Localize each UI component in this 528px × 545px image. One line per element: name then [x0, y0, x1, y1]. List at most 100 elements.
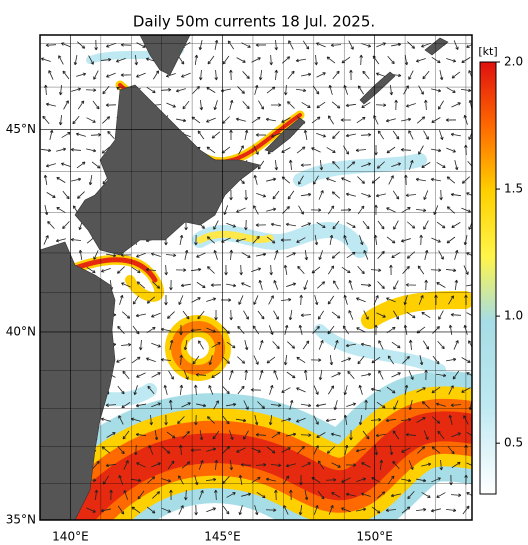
arrow: [167, 460, 175, 470]
arrow: [466, 492, 472, 497]
arrow: [175, 268, 187, 272]
arrow: [401, 207, 411, 213]
arrow: [357, 266, 365, 275]
arrow: [296, 417, 306, 423]
arrow: [287, 190, 295, 200]
arrow: [254, 415, 259, 426]
arrow: [415, 58, 426, 63]
arrow: [348, 310, 354, 320]
arrow: [120, 73, 132, 77]
arrow: [146, 86, 156, 94]
arrow: [340, 118, 352, 122]
arrow: [136, 42, 146, 48]
arrow: [206, 146, 216, 154]
arrow: [255, 433, 267, 437]
arrow: [60, 162, 71, 168]
arrow: [169, 339, 174, 350]
arrow: [349, 69, 353, 81]
arrow: [244, 189, 248, 201]
arrow: [222, 415, 230, 425]
arrow: [94, 39, 98, 51]
arrow: [422, 70, 430, 80]
arrow: [244, 219, 248, 231]
arrow: [190, 267, 202, 272]
arrow: [235, 238, 246, 243]
arrow: [423, 190, 429, 200]
arrow: [445, 118, 457, 122]
arrow: [236, 57, 246, 63]
arrow: [283, 264, 288, 275]
arrow: [119, 294, 124, 305]
arrow: [281, 147, 291, 153]
arrow: [401, 117, 412, 122]
arrow: [326, 177, 336, 183]
arrow: [205, 477, 217, 482]
arrow: [295, 88, 307, 93]
arrow: [391, 341, 401, 349]
arrow: [179, 384, 184, 396]
arrow: [134, 54, 139, 66]
arrow: [468, 70, 472, 79]
arrow: [285, 463, 296, 468]
arrow: [466, 43, 472, 48]
arrow: [135, 403, 146, 408]
arrow: [445, 268, 457, 273]
arrow: [348, 40, 354, 50]
arrow: [408, 370, 414, 380]
arrow: [121, 311, 131, 319]
arrow: [208, 385, 214, 395]
arrow: [422, 340, 430, 350]
arrow: [288, 159, 293, 171]
arrow: [318, 250, 323, 261]
arrow: [451, 222, 461, 229]
arrow: [417, 446, 426, 454]
arrow: [136, 372, 146, 378]
arrow: [318, 340, 324, 350]
arrow: [198, 490, 204, 500]
arrow: [439, 459, 444, 471]
arrow: [348, 279, 353, 290]
arrow: [198, 69, 203, 81]
arrow: [358, 384, 363, 395]
arrow: [213, 249, 218, 260]
arrow: [361, 162, 372, 167]
arrow: [421, 492, 431, 498]
arrow: [177, 416, 185, 424]
arrow: [42, 115, 50, 125]
arrow: [72, 115, 80, 125]
arrow: [179, 354, 184, 366]
arrow: [198, 460, 204, 470]
arrow: [375, 72, 386, 78]
arrow: [191, 297, 201, 303]
arrow: [361, 462, 371, 468]
arrow: [389, 444, 394, 456]
arrow: [214, 489, 218, 501]
arrow: [93, 250, 99, 260]
arrow: [301, 72, 312, 77]
arrow: [289, 489, 293, 501]
arrow: [198, 40, 203, 51]
arrow: [431, 386, 441, 394]
arrow: [105, 103, 117, 107]
arrow: [345, 343, 356, 348]
arrow: [222, 55, 230, 65]
arrow: [326, 147, 336, 153]
arrow: [250, 388, 262, 392]
arrow: [436, 221, 446, 229]
arrow: [468, 131, 472, 140]
arrow: [437, 341, 445, 350]
arrow: [360, 342, 371, 347]
arrow: [303, 129, 308, 140]
arrow: [453, 340, 459, 350]
arrow: [371, 506, 381, 514]
arrow: [169, 489, 173, 501]
arrow: [229, 129, 233, 141]
arrow: [62, 190, 70, 200]
arrow: [288, 310, 293, 321]
current-arrows: [40, 39, 472, 516]
arrow: [424, 279, 428, 291]
arrow: [269, 54, 273, 66]
arrow: [359, 54, 363, 66]
arrow: [270, 103, 282, 107]
